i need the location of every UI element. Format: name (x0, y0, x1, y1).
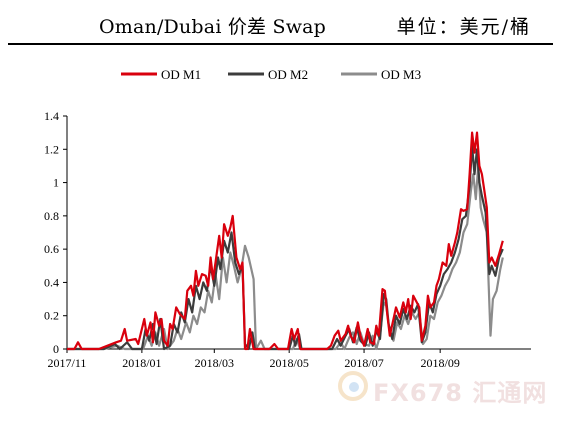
watermark-text: FX678 汇通网 (373, 379, 548, 407)
series-line-od-m2 (67, 144, 504, 351)
x-tick-label: 2018/03 (195, 356, 234, 370)
y-tick-label: 1.4 (44, 109, 59, 123)
x-tick-label: 2018/05 (270, 356, 309, 370)
fx678-logo-icon (338, 371, 368, 401)
x-tick-label: 2018/01 (122, 356, 161, 370)
header-rule (8, 43, 553, 45)
x-tick-label: 2018/09 (420, 356, 459, 370)
watermark: FX678 汇通网 (335, 368, 553, 408)
y-tick-label: 0.8 (44, 209, 59, 223)
legend-label: OD M3 (381, 67, 421, 82)
y-tick-label: 0.6 (44, 242, 59, 256)
x-tick-label: 2017/11 (48, 356, 87, 370)
y-tick-label: 1.2 (44, 142, 59, 156)
series-line-od-m1 (67, 131, 504, 351)
x-tick-label: 2018/07 (344, 356, 383, 370)
y-tick-label: 1 (53, 176, 59, 190)
chart-header: Oman/Dubai 价差 Swap 单位：美元/桶 (0, 0, 561, 45)
unit-label: 单位：美元/桶 (396, 16, 531, 38)
y-tick-label: 0.2 (44, 309, 59, 323)
y-tick-label: 0.4 (44, 275, 59, 289)
legend-label: OD M2 (268, 67, 308, 82)
axes: 0 0.2 0.4 0.6 0.8 1 1.2 1.4 2017/11 2018/01 2018/0… (44, 109, 531, 370)
chart-title: Oman/Dubai 价差 Swap (99, 16, 327, 38)
legend-label: OD M1 (161, 67, 201, 82)
legend: OD M1 OD M2 OD M3 (121, 67, 421, 82)
y-tick-label: 0 (53, 342, 59, 356)
series-group (67, 131, 504, 351)
series-line-od-m3 (67, 164, 504, 351)
